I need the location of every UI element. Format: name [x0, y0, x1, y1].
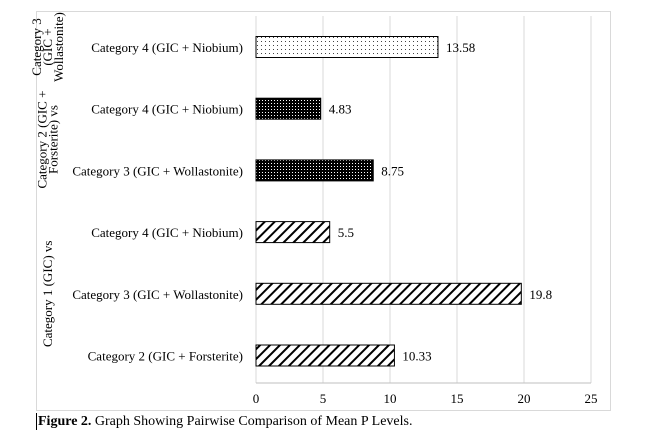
- data-label: 10.33: [402, 349, 431, 364]
- category-label: Category 3 (GIC + Wollastonite): [72, 163, 243, 178]
- bar: [255, 344, 395, 367]
- group-label-line: Category 3: [29, 18, 44, 75]
- x-tick-label: 20: [518, 391, 531, 406]
- category-label: Category 3 (GIC + Wollastonite): [72, 287, 243, 302]
- group-label: Category 2 (GIC +Forsterite) vs: [35, 91, 61, 189]
- caption-text: Graph Showing Pairwise Comparison of Mea…: [91, 414, 413, 429]
- bar: [255, 97, 322, 120]
- group-label-line: Category 1 (GIC) vs: [40, 241, 55, 348]
- labels: 0 5 10 15 20 25 Category 4 (GIC + Niobium) 13.5…: [29, 12, 598, 406]
- caption-figure-number: Figure 2.: [38, 414, 92, 429]
- bars: [255, 36, 522, 367]
- x-tick-label: 10: [384, 391, 397, 406]
- data-label: 19.8: [529, 287, 552, 302]
- gridlines: [255, 16, 592, 384]
- x-tick-label: 0: [253, 391, 260, 406]
- data-label: 8.75: [381, 163, 404, 178]
- category-label: Category 4 (GIC + Niobium): [91, 225, 243, 240]
- x-tick-label: 15: [451, 391, 464, 406]
- group-label-line: Wollastonite): [51, 12, 66, 82]
- data-label: 5.5: [338, 225, 354, 240]
- data-label: 13.58: [446, 40, 475, 55]
- bar: [255, 221, 331, 244]
- category-label: Category 4 (GIC + Niobium): [91, 102, 243, 117]
- group-label: Category 1 (GIC) vs: [40, 241, 55, 348]
- group-label-line: Forsterite) vs: [46, 105, 61, 174]
- data-label: 4.83: [329, 102, 352, 117]
- group-label-line: (GIC +: [40, 28, 55, 65]
- figure-caption: Figure 2. Graph Showing Pairwise Compari…: [36, 413, 412, 430]
- x-tick-label: 5: [320, 391, 327, 406]
- bar: [255, 282, 522, 305]
- category-label: Category 4 (GIC + Niobium): [91, 40, 243, 55]
- group-label: Category 3(GIC +Wollastonite): [29, 12, 66, 82]
- category-label: Category 2 (GIC + Forsterite): [88, 349, 243, 364]
- x-tick-label: 25: [585, 391, 598, 406]
- chart-frame: [36, 11, 611, 411]
- bar: [255, 159, 374, 182]
- bar: [255, 36, 439, 58]
- group-label-line: Category 2 (GIC +: [35, 91, 50, 189]
